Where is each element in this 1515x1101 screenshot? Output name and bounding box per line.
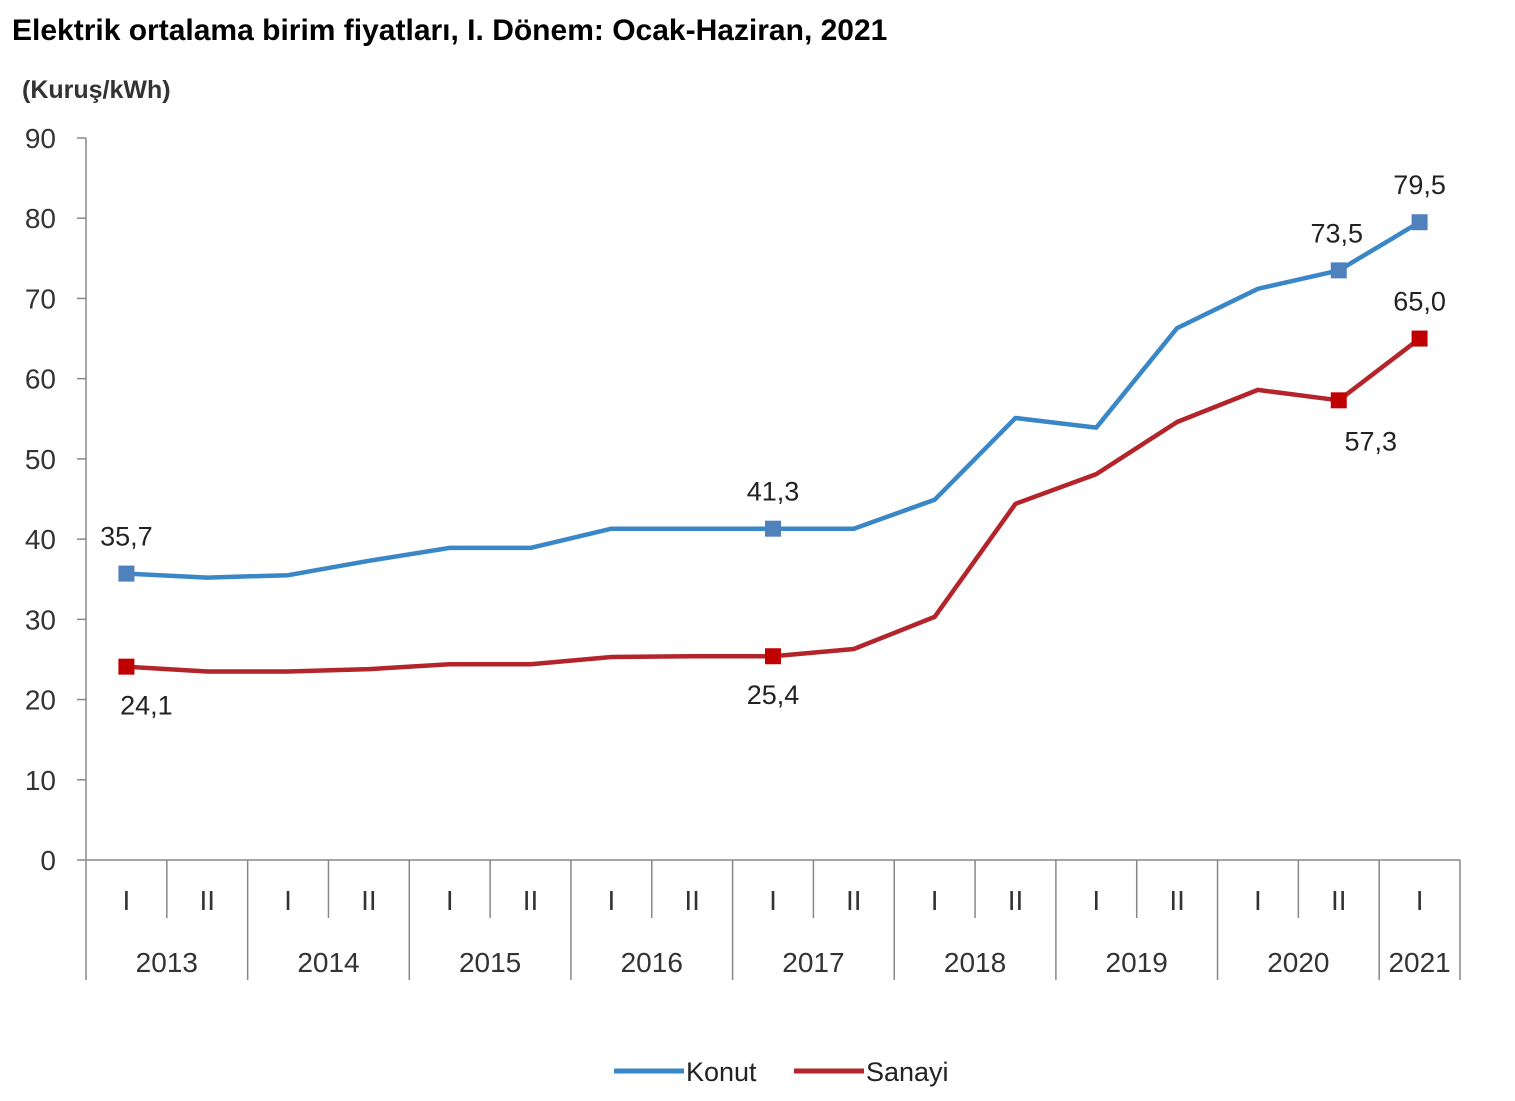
x-period-label: I — [607, 885, 615, 916]
y-tick-label: 20 — [25, 685, 56, 716]
data-label-sanayi: 65,0 — [1393, 287, 1446, 317]
data-point-marker-konut — [118, 565, 135, 582]
y-tick-label: 90 — [25, 123, 56, 154]
legend-label-sanayi: Sanayi — [866, 1057, 949, 1087]
y-tick-label: 0 — [40, 845, 56, 876]
chart-series — [118, 214, 1428, 675]
x-period-label: I — [284, 885, 292, 916]
data-label-konut: 73,5 — [1310, 218, 1363, 248]
x-period-label: II — [523, 885, 539, 916]
x-period-label: II — [846, 885, 862, 916]
x-year-label: 2016 — [621, 947, 683, 978]
y-tick-label: 40 — [25, 524, 56, 555]
x-period-label: I — [123, 885, 131, 916]
x-period-label: I — [446, 885, 454, 916]
chart-title: Elektrik ortalama birim fiyatları, I. Dö… — [12, 14, 888, 47]
data-point-marker-sanayi — [1330, 392, 1347, 409]
x-year-label: 2017 — [782, 947, 844, 978]
legend-label-konut: Konut — [686, 1057, 757, 1087]
x-year-label: 2014 — [297, 947, 359, 978]
y-axis-unit-label: (Kuruş/kWh) — [22, 76, 171, 104]
x-period-label: II — [1331, 885, 1347, 916]
data-label-konut: 41,3 — [747, 477, 800, 507]
data-point-marker-konut — [1411, 214, 1428, 231]
data-label-konut: 79,5 — [1393, 170, 1446, 200]
x-period-label: II — [361, 885, 377, 916]
data-point-marker-sanayi — [118, 658, 135, 675]
x-period-label: I — [1416, 885, 1424, 916]
x-period-label: I — [931, 885, 939, 916]
data-label-sanayi: 25,4 — [747, 680, 800, 710]
data-label-konut: 35,7 — [100, 522, 153, 552]
x-year-label: 2013 — [136, 947, 198, 978]
y-tick-label: 80 — [25, 203, 56, 234]
y-tick-label: 50 — [25, 444, 56, 475]
x-year-label: 2021 — [1388, 947, 1450, 978]
x-period-label: I — [1254, 885, 1262, 916]
data-point-marker-sanayi — [765, 648, 781, 665]
x-year-label: 2015 — [459, 947, 521, 978]
y-tick-label: 10 — [25, 765, 56, 796]
chart-data-labels: 35,7 41,3 73,5 79,5 24,1 25,4 57,3 65,0 — [100, 170, 1446, 720]
x-period-label: I — [769, 885, 777, 916]
x-year-label: 2018 — [944, 947, 1006, 978]
x-period-label: II — [1169, 885, 1185, 916]
chart-legend: Konut Sanayi — [614, 1057, 949, 1087]
data-label-sanayi: 57,3 — [1344, 426, 1397, 456]
data-label-sanayi: 24,1 — [120, 691, 173, 721]
x-period-label: II — [199, 885, 215, 916]
y-tick-label: 70 — [25, 283, 56, 314]
data-point-marker-sanayi — [1411, 330, 1428, 347]
data-point-marker-konut — [1330, 262, 1347, 279]
x-year-label: 2019 — [1106, 947, 1168, 978]
y-tick-label: 60 — [25, 364, 56, 395]
y-tick-label: 30 — [25, 604, 56, 635]
data-point-marker-konut — [765, 520, 781, 537]
x-year-label: 2020 — [1267, 947, 1329, 978]
x-period-label: II — [1008, 885, 1024, 916]
x-period-label: I — [1092, 885, 1100, 916]
x-period-label: II — [684, 885, 700, 916]
